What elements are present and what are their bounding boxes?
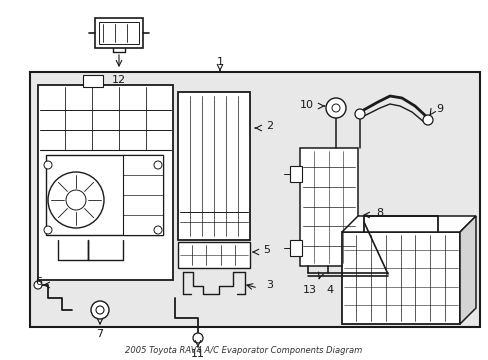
Text: 7: 7: [96, 329, 103, 339]
Circle shape: [154, 161, 162, 169]
Circle shape: [44, 226, 52, 234]
Circle shape: [331, 104, 339, 112]
Text: 12: 12: [112, 75, 126, 85]
Circle shape: [48, 172, 104, 228]
Circle shape: [422, 115, 432, 125]
Text: 9: 9: [435, 104, 442, 114]
Polygon shape: [459, 216, 475, 324]
Bar: [38, 85, 173, 280]
Text: 1: 1: [216, 57, 223, 67]
Circle shape: [354, 109, 364, 119]
Circle shape: [44, 161, 52, 169]
Circle shape: [66, 190, 86, 210]
Circle shape: [91, 301, 109, 319]
Bar: [83, 75, 103, 87]
Bar: [341, 232, 459, 324]
Text: 11: 11: [191, 349, 204, 359]
Circle shape: [96, 306, 104, 314]
Text: 8: 8: [375, 208, 382, 218]
Circle shape: [325, 98, 346, 118]
Bar: [178, 92, 249, 240]
Text: 5: 5: [263, 245, 269, 255]
Bar: [46, 155, 163, 235]
Text: 10: 10: [299, 100, 313, 110]
Circle shape: [34, 281, 42, 289]
Circle shape: [193, 333, 203, 343]
Bar: [123, 155, 163, 235]
Circle shape: [154, 226, 162, 234]
Text: 2005 Toyota RAV4 A/C Evaporator Components Diagram: 2005 Toyota RAV4 A/C Evaporator Componen…: [125, 346, 362, 355]
Text: 13: 13: [303, 285, 316, 295]
Bar: [299, 148, 357, 266]
Polygon shape: [341, 216, 475, 232]
Bar: [178, 242, 249, 268]
Text: 2: 2: [265, 121, 273, 131]
Text: 3: 3: [265, 280, 272, 290]
Text: 6: 6: [35, 277, 42, 287]
Text: 4: 4: [326, 285, 333, 295]
Bar: [289, 240, 302, 256]
Bar: [99, 22, 139, 44]
Bar: [30, 72, 479, 327]
Bar: [289, 166, 302, 182]
Bar: [95, 18, 142, 48]
